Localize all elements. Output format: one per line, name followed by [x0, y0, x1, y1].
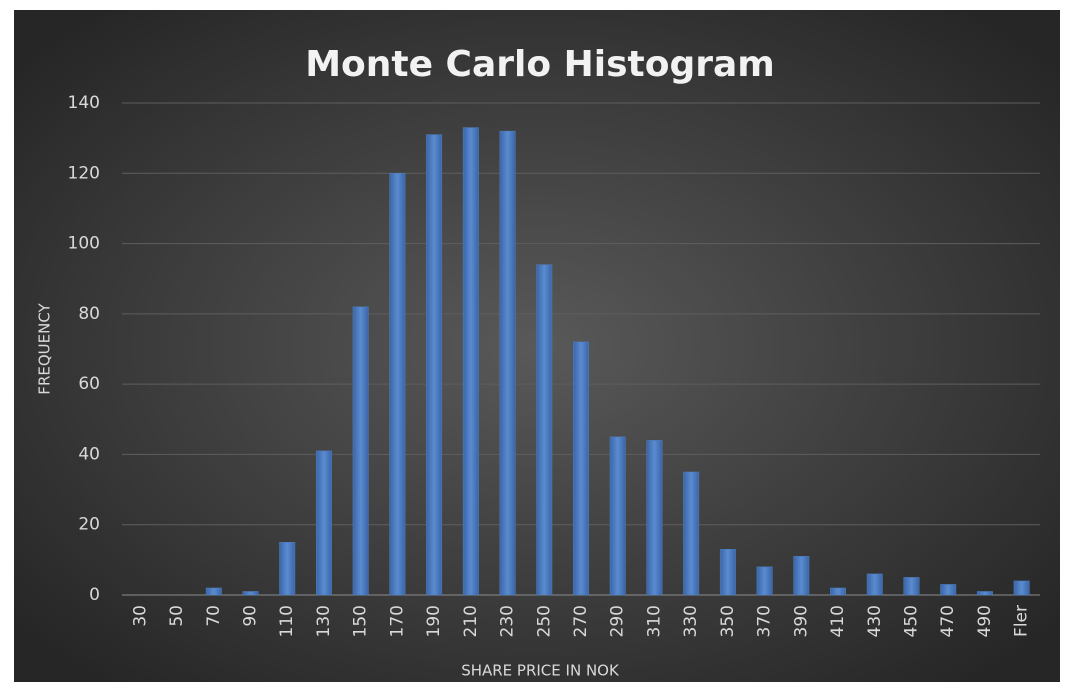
x-tick-label: 130 — [314, 605, 334, 637]
x-tick-label: 490 — [975, 605, 995, 637]
x-tick-label: 30 — [130, 605, 150, 627]
bar — [573, 341, 589, 596]
bar — [205, 587, 222, 596]
x-tick-label: 90 — [241, 605, 261, 627]
bar — [646, 440, 663, 596]
y-tick-label: 40 — [78, 444, 100, 464]
x-tick-label: 470 — [938, 605, 958, 637]
bar — [609, 436, 626, 596]
y-axis-title: FREQUENCY — [36, 302, 54, 394]
y-tick-label: 20 — [78, 515, 100, 535]
bar — [315, 450, 332, 596]
x-tick-label: 430 — [865, 605, 885, 637]
x-tick-label: 190 — [424, 605, 444, 637]
x-tick-label: 350 — [718, 605, 738, 637]
bar — [940, 584, 957, 596]
x-tick-label: 50 — [167, 605, 187, 627]
bar — [830, 587, 847, 596]
x-tick-label: 330 — [681, 605, 701, 637]
x-tick-label: 150 — [351, 605, 371, 637]
x-tick-label: 410 — [828, 605, 848, 637]
bar — [536, 264, 553, 596]
y-tick-label: 80 — [78, 304, 100, 324]
x-tick-label: 110 — [277, 605, 297, 637]
bar — [756, 566, 773, 596]
bar — [866, 573, 883, 596]
x-tick-label: 170 — [387, 605, 407, 637]
y-tick-label: 0 — [89, 585, 100, 605]
x-tick-label: Fler — [1012, 605, 1032, 637]
bar — [389, 173, 406, 596]
y-tick-label: 140 — [68, 93, 100, 113]
x-tick-label: 370 — [755, 605, 775, 637]
bar — [1013, 580, 1030, 596]
bar — [462, 127, 479, 596]
x-tick-label: 250 — [534, 605, 554, 637]
x-tick-label: 230 — [498, 605, 518, 637]
bar — [279, 542, 296, 596]
chart-title: Monte Carlo Histogram — [305, 44, 775, 85]
x-tick-label: 270 — [571, 605, 591, 637]
x-tick-label: 210 — [461, 605, 481, 637]
x-tick-label: 310 — [644, 605, 664, 637]
bar — [976, 591, 993, 596]
bar — [719, 549, 736, 596]
bar — [242, 591, 259, 596]
y-tick-label: 100 — [68, 234, 100, 254]
x-tick-label: 70 — [204, 605, 224, 627]
x-axis-title: SHARE PRICE IN NOK — [461, 662, 620, 680]
bar — [903, 577, 920, 596]
x-tick-label: 450 — [901, 605, 921, 637]
x-tick-label: 390 — [791, 605, 811, 637]
bar — [499, 130, 516, 596]
bar — [683, 471, 700, 596]
x-tick-label: 290 — [608, 605, 628, 637]
bar — [426, 134, 443, 596]
y-tick-label: 120 — [68, 163, 100, 183]
bar — [793, 556, 810, 596]
y-tick-label: 60 — [78, 374, 100, 394]
bar — [352, 306, 369, 596]
